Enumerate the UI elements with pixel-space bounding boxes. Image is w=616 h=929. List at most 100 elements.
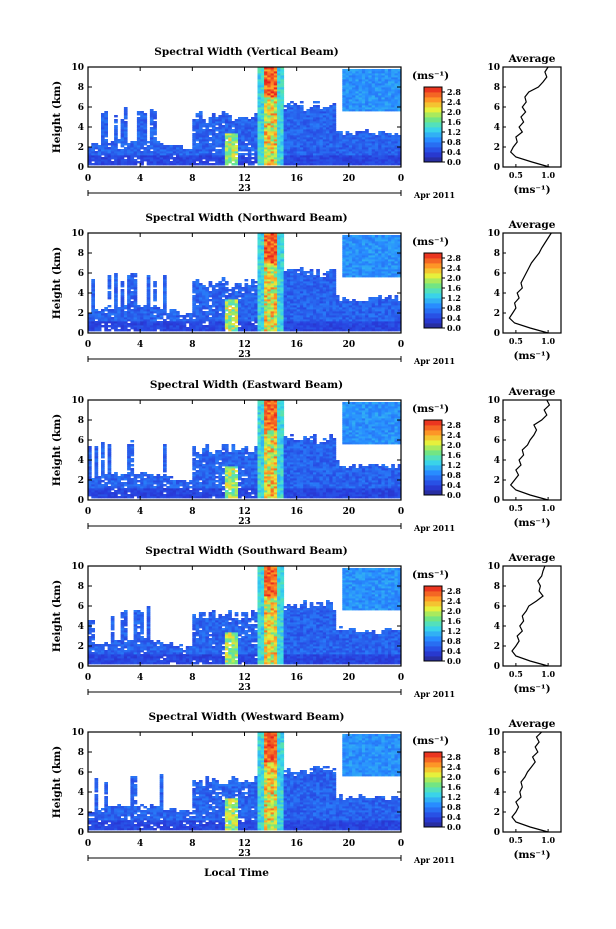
heatmap-cell — [299, 137, 304, 140]
heatmap-cell — [342, 105, 346, 108]
heatmap-cell — [257, 277, 262, 280]
heatmap-cell — [319, 119, 324, 122]
heatmap-cell — [296, 319, 301, 322]
heatmap-cell — [195, 119, 200, 122]
heatmap-cell — [192, 127, 196, 130]
heatmap-cell — [130, 283, 135, 286]
heatmap-cell — [296, 131, 301, 134]
heatmap-cell — [384, 261, 389, 264]
heatmap-cell — [91, 323, 95, 326]
heatmap-cell — [198, 305, 203, 308]
heatmap-cell — [309, 291, 314, 294]
heatmap-cell — [146, 289, 151, 292]
heatmap-cell — [313, 311, 317, 314]
heatmap-cell — [299, 105, 304, 108]
heatmap-cell — [273, 285, 278, 288]
heatmap-cell — [163, 299, 167, 302]
heatmap-cell — [332, 147, 337, 150]
heatmap-cell — [365, 73, 369, 76]
average-profile-line — [509, 66, 550, 168]
heatmap-cell — [202, 149, 206, 152]
heatmap-cell — [234, 291, 239, 294]
heatmap-cell — [313, 327, 317, 330]
heatmap-cell — [361, 137, 366, 140]
heatmap-cell — [332, 311, 337, 314]
heatmap-cell — [384, 241, 389, 244]
heatmap-cell — [264, 255, 268, 258]
heatmap-cell — [352, 163, 356, 166]
heatmap-cell — [176, 157, 180, 160]
heatmap-cell — [270, 289, 275, 292]
heatmap-cell — [273, 109, 278, 112]
x-tick-label: 20 — [343, 174, 356, 184]
colorbar-tick-label: 0.0 — [447, 157, 461, 167]
heatmap-cell — [313, 123, 317, 126]
heatmap-cell — [244, 323, 249, 326]
heatmap-cell — [267, 115, 271, 118]
heatmap-cell — [273, 91, 278, 94]
heatmap-cell — [286, 307, 291, 310]
heatmap-cell — [192, 291, 196, 294]
heatmap-cell — [195, 159, 200, 162]
heatmap-cell — [270, 147, 275, 150]
heatmap-cell — [388, 249, 392, 252]
heatmap-cell — [267, 269, 271, 272]
heatmap-cell — [384, 247, 389, 250]
heatmap-cell — [290, 305, 294, 308]
heatmap-cell — [290, 285, 294, 288]
heatmap-cell — [107, 287, 112, 290]
heatmap-cell — [114, 281, 118, 284]
heatmap-cell — [309, 299, 314, 302]
heatmap-cell — [273, 323, 278, 326]
heatmap-cell — [361, 247, 366, 250]
colorbar-tick-label: 1.6 — [447, 117, 461, 127]
heatmap-cell — [313, 317, 317, 320]
heatmap-cell — [195, 155, 200, 158]
heatmap-cell — [264, 89, 268, 92]
heatmap-cell — [313, 121, 317, 124]
heatmap-cell — [163, 313, 167, 316]
heatmap-cell — [260, 81, 265, 84]
heatmap-cell — [143, 141, 148, 144]
heatmap-cell — [192, 161, 196, 164]
heatmap-cell — [273, 95, 278, 98]
heatmap-cell — [313, 135, 317, 138]
heatmap-cell — [215, 143, 219, 146]
heatmap-cell — [264, 71, 268, 74]
heatmap-cell — [101, 125, 105, 128]
heatmap-cell — [280, 75, 285, 78]
heatmap-cell — [270, 321, 275, 324]
heatmap-cell — [335, 329, 340, 332]
heatmap-cell — [221, 157, 226, 160]
heatmap-cell — [257, 69, 262, 72]
heatmap-cell — [374, 245, 379, 248]
heatmap-cell — [365, 273, 369, 276]
heatmap-cell — [348, 305, 353, 308]
heatmap-cell — [172, 325, 177, 328]
heatmap-cell — [205, 325, 210, 328]
heatmap-cell — [244, 315, 249, 318]
heatmap-cell — [286, 163, 291, 166]
heatmap-cell — [169, 309, 174, 312]
heatmap-cell — [280, 99, 285, 102]
heatmap-cell — [273, 155, 278, 158]
heatmap-cell — [127, 291, 131, 294]
heatmap-cell — [221, 149, 226, 152]
heatmap-cell — [176, 317, 180, 320]
heatmap-cell — [342, 297, 346, 300]
heatmap-cell — [365, 91, 369, 94]
heatmap-cell — [293, 127, 298, 130]
heatmap-cell — [397, 141, 402, 144]
heatmap-cell — [153, 329, 157, 332]
heatmap-cell — [140, 163, 144, 166]
heatmap-cell — [120, 313, 125, 316]
heatmap-cell — [247, 321, 252, 324]
heatmap-cell — [107, 305, 112, 308]
heatmap-cell — [368, 299, 373, 302]
heatmap-cell — [329, 159, 333, 162]
heatmap-cell — [257, 245, 262, 248]
heatmap-cell — [391, 153, 395, 156]
heatmap-cell — [296, 135, 301, 138]
heatmap-cell — [388, 85, 392, 88]
heatmap-cell — [365, 159, 369, 162]
